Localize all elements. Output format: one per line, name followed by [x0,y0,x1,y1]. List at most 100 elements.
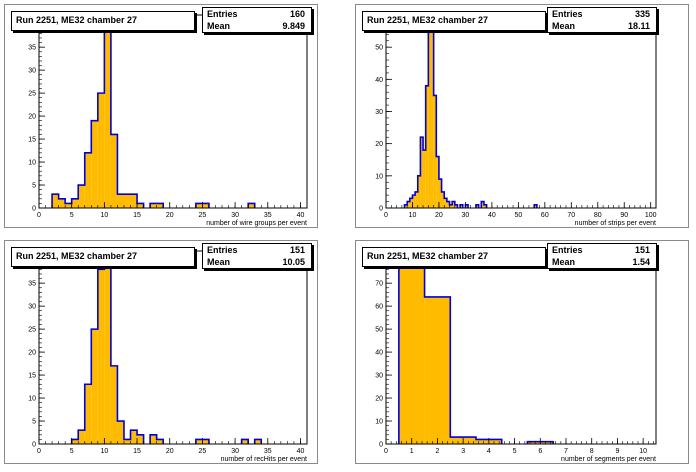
x-axis-label: number of segments per event [561,456,656,463]
histogram-panel-wire-groups: 05101520253035400510152025303540number o… [4,4,318,228]
x-tick-label: 35 [264,212,272,219]
y-tick-label: 0 [379,206,383,213]
entries-value: 151 [289,245,305,255]
mean-value: 10.05 [282,257,305,267]
histogram-bar [97,93,105,208]
histogram-bar [425,85,429,208]
x-tick-label: 0 [384,448,388,455]
histogram-bar [130,194,138,208]
mean-label: Mean [552,21,576,31]
x-tick-label: 10 [100,448,108,455]
segments-plot: 01234567891001020304050607080number of s… [375,250,657,463]
strips-plot: 0 10 20 30 40 50 60 70 80 90 100 0 10 20 30 40 50 number … [375,14,657,227]
x-tick-label: 80 [594,212,602,219]
x-tick-label: 15 [133,448,141,455]
histogram-bar [104,24,111,208]
histogram-bar [449,204,453,208]
histogram-outline [51,23,256,208]
x-tick-label: 20 [166,212,174,219]
x-tick-label: 30 [231,212,239,219]
stats-box: Entries 160 Mean 9.849 [202,7,312,33]
y-tick-label: 50 [375,327,383,334]
histogram-bar [156,203,164,208]
x-tick-label: 35 [264,448,272,455]
plot-frame [38,14,308,209]
mean-value: 9.849 [282,21,305,31]
histogram-bar [424,296,451,444]
y-tick-label: 35 [28,281,36,288]
histogram-bar [436,156,439,208]
histogram-bar [137,203,144,208]
y-tick-label: 35 [28,45,36,52]
y-tick-label: 40 [375,350,383,357]
histogram-bar [446,201,450,208]
histogram-bar [433,95,437,208]
y-tick-label: 25 [28,327,36,334]
x-tick-label: 9 [615,448,619,455]
x-tick-label: 0 [37,212,41,219]
mean-value: 18.11 [627,21,650,31]
entries-label: Entries [552,9,583,19]
histogram-bar [460,204,463,208]
plot-frame [38,250,308,445]
panel-title: Run 2251, ME32 chamber 27 [11,11,195,31]
wire-groups-plot: 05101520253035400510152025303540number o… [28,14,308,227]
y-tick-label: 30 [375,373,383,380]
histogram-bar [407,201,410,208]
y-tick-label: 25 [28,91,36,98]
stats-box: Entries 335 Mean 18.11 [547,7,657,33]
histogram-bar [438,179,442,208]
histogram-bar [254,439,262,444]
x-tick-label: 5 [70,448,74,455]
x-tick-label: 8 [590,448,594,455]
histogram-bar [241,439,249,444]
x-tick-label: 50 [514,212,522,219]
histogram-bar [150,203,157,208]
y-tick-label: 30 [375,109,383,116]
histogram-bar [58,198,66,208]
entries-value: 151 [634,245,650,255]
entries-value: 335 [634,9,650,19]
x-tick-label: 4 [487,448,491,455]
mean-value: 1.54 [632,257,650,267]
x-tick-label: 30 [231,448,239,455]
histogram-bar [117,194,124,208]
x-tick-label: 90 [620,212,628,219]
histogram-bar [428,27,431,208]
x-tick-label: 3 [461,448,465,455]
x-tick-label: 10 [639,448,647,455]
x-tick-label: 5 [513,448,517,455]
y-tick-label: 5 [32,183,36,190]
histogram-bar [78,430,85,444]
x-tick-label: 15 [133,212,141,219]
x-tick-label: 25 [199,448,207,455]
histogram-bar [423,150,426,208]
histogram-bar [71,439,79,444]
x-tick-label: 10 [100,212,108,219]
histogram-bar [91,329,98,444]
entries-label: Entries [552,245,583,255]
y-tick-label: 50 [375,45,383,52]
histogram-bar [110,134,118,208]
stats-box: Entries 151 Mean 10.05 [202,243,312,269]
histogram-panel-rechits: 05101520253035400510152025303540number o… [4,240,318,464]
histogram-bar [441,191,445,208]
y-tick-label: 0 [32,442,36,449]
histogram-bar [84,152,92,208]
histogram-bar [110,365,118,444]
histogram-bar [476,204,479,208]
histogram-bar [150,434,157,444]
histogram-bar [420,137,424,208]
histogram-bar [452,201,455,208]
x-tick-label: 60 [541,212,549,219]
histogram-bar [156,439,164,444]
histogram-bar [398,260,425,444]
x-axis-label: number of strips per event [575,220,656,227]
y-tick-label: 30 [28,304,36,311]
histogram-bar [202,439,209,444]
x-tick-label: 40 [297,212,305,219]
histogram-bar [534,204,537,208]
y-tick-label: 0 [32,206,36,213]
histogram-bar [65,203,72,208]
